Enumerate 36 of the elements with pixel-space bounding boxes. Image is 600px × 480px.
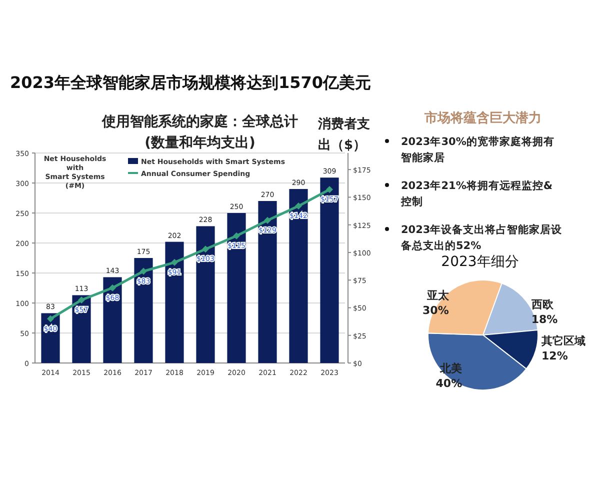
text: 2023年30%的宽带家庭将拥有智能家居 xyxy=(400,135,554,164)
slice-label: 西欧 xyxy=(530,298,554,311)
point xyxy=(140,268,147,275)
bar xyxy=(289,189,308,363)
point xyxy=(295,202,302,210)
point xyxy=(47,315,54,322)
point xyxy=(233,232,240,240)
bar xyxy=(103,277,122,363)
data-label: 40% xyxy=(436,376,462,390)
point xyxy=(264,216,271,224)
point xyxy=(326,186,333,193)
bar xyxy=(72,295,91,363)
point xyxy=(171,258,178,266)
bar xyxy=(41,313,60,363)
chart-title: 2023年细分 xyxy=(441,254,519,270)
text: 2023年设备支出将占智能家居设备总支出的52% xyxy=(400,223,564,252)
chart-subtitle: 使用智能系统的家庭：全球总计 (数量和年均支出) xyxy=(101,113,298,151)
text: 2023年21%将拥有远程监控&控制 xyxy=(400,179,553,208)
data-label: 12% xyxy=(542,350,568,363)
chart-title: 2023年全球智能家居市场规模将达到1570亿美元 xyxy=(10,73,372,92)
bar xyxy=(134,258,153,363)
bar xyxy=(165,242,184,363)
bar xyxy=(258,201,277,363)
point xyxy=(202,246,209,253)
point xyxy=(78,296,85,304)
slice-label: 北美 xyxy=(439,362,462,375)
data-label: 18% xyxy=(531,312,558,326)
text: 市场将蕴含巨大潜力 xyxy=(424,110,542,126)
bar xyxy=(196,226,215,363)
slice-label: 亚太 xyxy=(426,288,450,302)
point xyxy=(109,284,116,292)
data-label: 30% xyxy=(422,304,449,317)
slice-label: 其它区域 xyxy=(540,334,586,348)
bar xyxy=(320,178,339,363)
y2-axis-title: 消费者支出（$） xyxy=(317,117,370,153)
bar xyxy=(227,213,246,363)
